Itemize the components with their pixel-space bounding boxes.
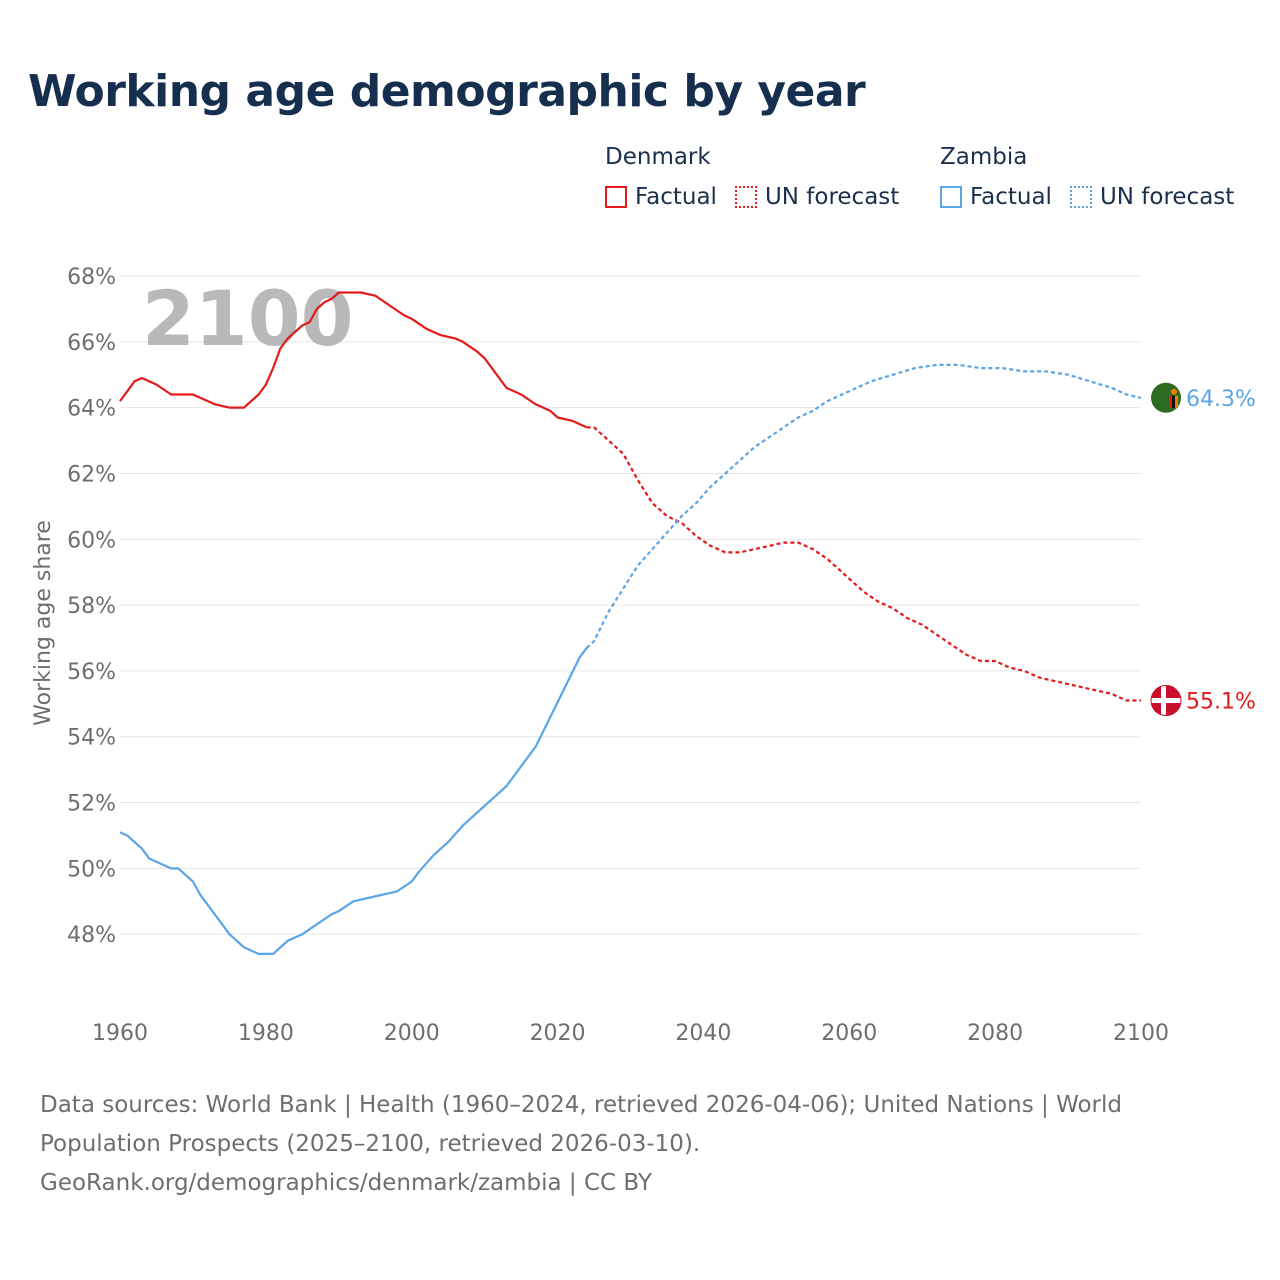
footer: Data sources: World Bank | Health (1960–… [40, 1086, 1240, 1203]
zambia-factual-line [119, 647, 588, 955]
footer-link[interactable]: GeoRank.org/demographics/denmark/zambia … [40, 1170, 652, 1196]
x-tick-label: 1960 [92, 1021, 148, 1046]
zambia-end-value-label: 64.3% [1186, 387, 1256, 412]
legend-solid-swatch [940, 186, 962, 208]
legend-denmark-factual[interactable]: Factual [605, 184, 717, 210]
legend-label: Factual [635, 184, 717, 210]
legend-zambia-forecast[interactable]: UN forecast [1069, 184, 1235, 210]
legend-country-zambia: Zambia [940, 144, 1028, 170]
footer-sources: Data sources: World Bank | Health (1960–… [40, 1092, 1122, 1157]
line-chart: 48% 50% 52% 54% 56% 58% 60% 62% 64% 66% 68% 1960 198… [31, 265, 1256, 1046]
x-tick-label: 2000 [384, 1021, 440, 1046]
legend-solid-swatch [605, 186, 627, 208]
legend-dotted-swatch [1069, 186, 1092, 208]
y-tick-label: 60% [67, 528, 116, 553]
year-watermark: 2100 [142, 274, 354, 363]
x-tick-label: 1980 [238, 1021, 294, 1046]
y-axis-title: Working age share [31, 520, 56, 726]
legend-zambia-factual[interactable]: Factual [940, 184, 1052, 210]
y-tick-label: 58% [67, 594, 116, 619]
y-tick-label: 52% [67, 792, 116, 817]
x-tick-label: 2040 [675, 1021, 731, 1046]
denmark-flag-icon [1150, 685, 1182, 717]
y-tick-label: 50% [67, 857, 116, 882]
legend-label: UN forecast [764, 184, 900, 210]
end-markers: 55.1% 64.3% [1150, 382, 1256, 717]
y-tick-label: 48% [67, 923, 116, 948]
grid-lines [120, 275, 1141, 935]
y-tick-label: 54% [67, 726, 116, 751]
chart-title: Working age demographic by year [28, 66, 866, 117]
zambia-flag-icon [1151, 382, 1181, 413]
legend-zambia: Zambia Factual UN forecast [940, 144, 1252, 210]
y-tick-label: 68% [67, 265, 116, 290]
legend-denmark: Denmark Factual UN forecast [605, 144, 917, 210]
y-tick-label: 56% [67, 660, 116, 685]
denmark-forecast-line [586, 426, 1141, 702]
denmark-end-value-label: 55.1% [1186, 690, 1256, 715]
legend-denmark-forecast[interactable]: UN forecast [734, 184, 900, 210]
series-lines [119, 291, 1142, 955]
x-tick-label: 2020 [530, 1021, 586, 1046]
x-tick-label: 2060 [821, 1021, 877, 1046]
denmark-factual-line [119, 291, 588, 429]
legend-label: UN forecast [1099, 184, 1235, 210]
y-tick-label: 66% [67, 331, 116, 356]
y-tick-label: 64% [67, 397, 116, 422]
legend-label: Factual [970, 184, 1052, 210]
legend-country-denmark: Denmark [605, 144, 711, 170]
legend-dotted-swatch [734, 186, 757, 208]
axes: 48% 50% 52% 54% 56% 58% 60% 62% 64% 66% 68% 1960 198… [67, 265, 1169, 1046]
x-tick-label: 2080 [967, 1021, 1023, 1046]
x-tick-label: 2100 [1113, 1021, 1169, 1046]
y-tick-label: 62% [67, 462, 116, 487]
zambia-forecast-line [585, 363, 1142, 649]
